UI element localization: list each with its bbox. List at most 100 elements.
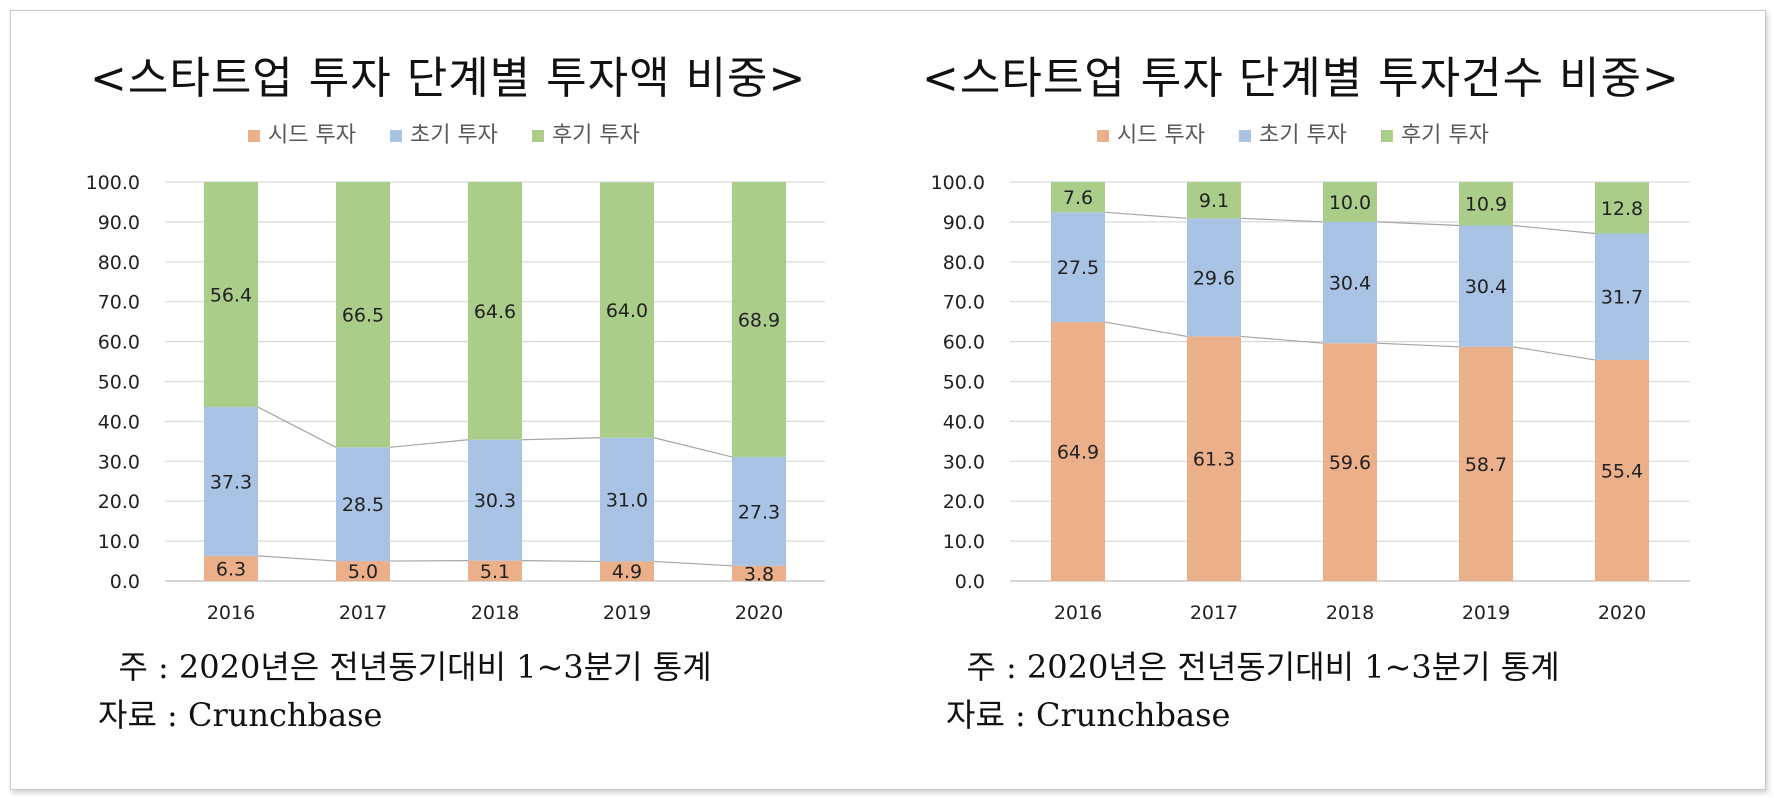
series-line bbox=[1376, 342, 1460, 348]
data-label-early-2017: 28.5 bbox=[342, 494, 384, 516]
data-label-seed-2017: 5.0 bbox=[348, 561, 378, 583]
bar-seed-2019 bbox=[1459, 346, 1513, 581]
x-tick-label: 2016 bbox=[207, 602, 255, 624]
x-tick-label: 2017 bbox=[1190, 602, 1238, 624]
y-tick-label: 10.0 bbox=[98, 531, 140, 553]
series-line bbox=[257, 406, 337, 448]
data-label-early-2020: 31.7 bbox=[1601, 287, 1643, 309]
bar-late-2018 bbox=[468, 182, 522, 440]
source-amount: 자료 : Crunchbase bbox=[98, 696, 383, 734]
bar-early-2017 bbox=[1187, 218, 1241, 337]
bar-seed-2018 bbox=[468, 560, 522, 581]
x-tick-label: 2020 bbox=[1598, 602, 1646, 624]
bar-seed-2017 bbox=[336, 561, 390, 581]
bar-seed-2019 bbox=[600, 561, 654, 581]
bar-late-2020 bbox=[732, 182, 786, 457]
data-label-seed-2017: 61.3 bbox=[1193, 449, 1235, 471]
y-tick-label: 30.0 bbox=[98, 451, 140, 473]
chart-count: 0.0 10.0 20.0 30.0 40.0 50.0 60.0 70.0 80.0 90.0 1… bbox=[931, 123, 1690, 624]
legend-label-seed: 시드 투자 bbox=[1117, 123, 1205, 148]
bar-early-2019 bbox=[1459, 225, 1513, 347]
data-label-late-2016: 7.6 bbox=[1063, 187, 1093, 209]
series-line bbox=[389, 439, 469, 448]
data-label-seed-2020: 3.8 bbox=[744, 563, 774, 585]
data-label-early-2017: 29.6 bbox=[1193, 267, 1235, 289]
y-tick-label: 90.0 bbox=[98, 212, 140, 234]
data-label-seed-2018: 5.1 bbox=[480, 561, 510, 583]
bar-late-2019 bbox=[600, 182, 654, 438]
bar-late-2020 bbox=[1595, 182, 1649, 234]
series-line bbox=[521, 560, 601, 563]
chart-amount: 0.0 10.0 20.0 30.0 40.0 50.0 60.0 70.0 80.0 90.0 1… bbox=[86, 123, 825, 624]
data-label-seed-2016: 6.3 bbox=[216, 558, 246, 580]
legend-swatch-late bbox=[1380, 130, 1393, 142]
data-label-late-2017: 66.5 bbox=[342, 305, 384, 327]
y-tick-label: 30.0 bbox=[943, 451, 985, 473]
y-tick-label: 90.0 bbox=[943, 212, 985, 234]
y-tick-label: 70.0 bbox=[98, 292, 140, 314]
data-label-late-2018: 64.6 bbox=[474, 301, 516, 323]
legend-label-late: 후기 투자 bbox=[552, 123, 640, 148]
bar-early-2020 bbox=[1595, 233, 1649, 360]
data-label-late-2019: 64.0 bbox=[606, 300, 648, 322]
series-line bbox=[1104, 211, 1188, 219]
x-tick-label: 2018 bbox=[1326, 602, 1374, 624]
bar-early-2016 bbox=[204, 407, 258, 556]
bar-late-2016 bbox=[1051, 182, 1105, 213]
y-tick-label: 100.0 bbox=[931, 172, 985, 194]
bar-late-2017 bbox=[1187, 182, 1241, 219]
data-label-early-2019: 30.4 bbox=[1465, 276, 1507, 298]
series-line bbox=[653, 437, 733, 458]
data-label-seed-2018: 59.6 bbox=[1329, 452, 1371, 474]
bar-late-2018 bbox=[1323, 182, 1377, 222]
x-tick-label: 2020 bbox=[735, 602, 783, 624]
x-tick-label: 2019 bbox=[603, 602, 651, 624]
data-label-late-2020: 68.9 bbox=[738, 309, 780, 331]
series-line bbox=[1104, 321, 1188, 338]
legend-swatch-seed bbox=[1097, 130, 1109, 142]
data-label-early-2018: 30.3 bbox=[474, 490, 516, 512]
legend-label-early: 초기 투자 bbox=[410, 123, 498, 148]
y-tick-label: 40.0 bbox=[943, 411, 985, 433]
series-line bbox=[1240, 335, 1324, 344]
data-label-early-2016: 27.5 bbox=[1057, 257, 1099, 279]
y-tick-label: 60.0 bbox=[98, 332, 140, 354]
data-label-early-2019: 31.0 bbox=[606, 490, 648, 512]
source-count: 자료 : Crunchbase bbox=[946, 696, 1231, 734]
bar-seed-2016 bbox=[204, 555, 258, 581]
bar-seed-2016 bbox=[1051, 322, 1105, 581]
legend-swatch-early bbox=[1238, 130, 1251, 142]
data-label-late-2020: 12.8 bbox=[1601, 198, 1643, 220]
bar-seed-2018 bbox=[1323, 343, 1377, 581]
y-tick-label: 10.0 bbox=[943, 531, 985, 553]
data-label-seed-2016: 64.9 bbox=[1057, 442, 1099, 464]
footnote-count: 주 : 2020년은 전년동기대비 1~3분기 통계 bbox=[946, 648, 1560, 686]
x-tick-label: 2016 bbox=[1054, 602, 1102, 624]
bar-seed-2020 bbox=[1595, 359, 1649, 581]
bar-late-2016 bbox=[204, 182, 258, 408]
legend-label-seed: 시드 투자 bbox=[268, 123, 356, 148]
data-label-seed-2019: 4.9 bbox=[612, 561, 642, 583]
series-line bbox=[257, 555, 337, 562]
y-tick-label: 20.0 bbox=[943, 491, 985, 513]
bar-seed-2020 bbox=[732, 565, 786, 581]
data-label-late-2016: 56.4 bbox=[210, 285, 252, 307]
y-tick-label: 50.0 bbox=[943, 372, 985, 394]
bar-early-2016 bbox=[1051, 212, 1105, 323]
x-tick-label: 2017 bbox=[339, 602, 387, 624]
data-label-late-2019: 10.9 bbox=[1465, 194, 1507, 216]
bar-early-2017 bbox=[336, 447, 390, 562]
footnote-amount: 주 : 2020년은 전년동기대비 1~3분기 통계 bbox=[98, 648, 712, 686]
legend-label-late: 후기 투자 bbox=[1401, 123, 1489, 148]
bar-early-2018 bbox=[468, 439, 522, 561]
data-label-early-2018: 30.4 bbox=[1329, 273, 1371, 295]
data-label-seed-2020: 55.4 bbox=[1601, 460, 1643, 482]
y-tick-label: 0.0 bbox=[110, 571, 140, 593]
legend-swatch-seed bbox=[248, 130, 260, 142]
series-line bbox=[1512, 224, 1596, 235]
bar-seed-2017 bbox=[1187, 336, 1241, 581]
series-line bbox=[1240, 217, 1324, 223]
x-tick-label: 2019 bbox=[1462, 602, 1510, 624]
data-label-early-2016: 37.3 bbox=[210, 471, 252, 493]
chart-title-count: <스타트업 투자 단계별 투자건수 비중> bbox=[922, 53, 1680, 104]
